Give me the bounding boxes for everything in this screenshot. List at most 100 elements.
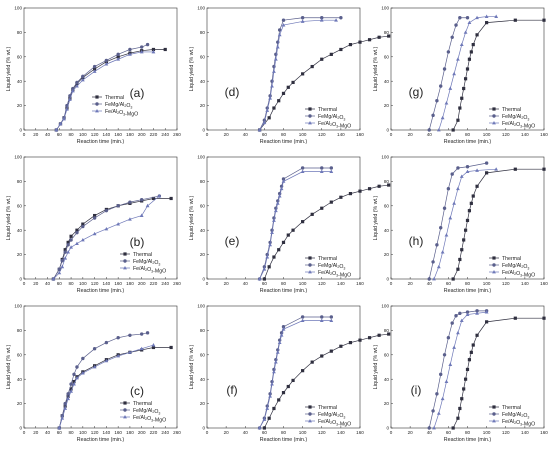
plot-frame: [23, 305, 178, 429]
panel-label: (e): [225, 234, 240, 248]
triangle-marker: [463, 30, 468, 34]
square-marker: [301, 369, 305, 373]
legend-text-part: 2: [521, 414, 523, 418]
triangle-marker: [268, 242, 273, 247]
y-tick-label: 20: [17, 401, 23, 406]
series-line-2: [58, 344, 154, 429]
square-marker: [377, 184, 381, 188]
triangle-marker: [262, 417, 267, 421]
triangle-marker: [257, 277, 262, 281]
triangle-marker: [75, 84, 79, 88]
legend-text-part: -MgO: [522, 272, 535, 278]
legend-text-part: Fe/Al: [133, 266, 145, 272]
y-axis-title: Liquid yield (% wt.): [6, 47, 12, 92]
circle-marker: [492, 263, 496, 267]
square-marker: [308, 405, 312, 409]
y-axis-title: Liquid yield (% wt.): [189, 196, 195, 241]
triangle-marker: [270, 230, 274, 235]
y-tick-label: 0: [386, 277, 389, 282]
square-marker: [301, 220, 305, 224]
circle-marker: [446, 336, 451, 340]
triangle-marker: [436, 128, 441, 132]
x-axis-title: Reaction time (min.): [260, 437, 308, 443]
y-tick-label: 20: [17, 103, 23, 108]
triangle-marker: [268, 96, 273, 100]
x-tick-label: 140: [521, 430, 529, 435]
legend-text-part: O: [523, 413, 527, 419]
y-tick-label: 80: [200, 328, 206, 333]
circle-marker: [66, 392, 70, 396]
legend-text-part: -MgO: [153, 417, 166, 423]
triangle-marker: [275, 201, 280, 205]
circle-marker: [95, 102, 99, 106]
x-tick-label: 100: [79, 430, 87, 435]
legend-text-part: -MgO: [522, 421, 535, 427]
panel-a: 0 20 40 60 80 100 120 140 160 180 200 220 240 2600204…: [6, 6, 181, 145]
triangle-marker: [58, 121, 63, 126]
square-marker: [469, 201, 473, 205]
square-marker: [358, 40, 362, 44]
square-marker: [277, 398, 281, 402]
triangle-marker: [277, 194, 282, 198]
circle-marker: [116, 336, 120, 340]
triangle-marker: [104, 226, 109, 231]
triangle-marker: [494, 167, 499, 171]
x-tick-label: 40: [243, 430, 249, 435]
circle-marker: [123, 408, 127, 412]
triangle-marker: [80, 237, 85, 242]
x-tick-label: 120: [318, 430, 326, 435]
x-tick-label: 140: [103, 132, 111, 137]
circle-marker: [435, 243, 439, 247]
triangle-marker: [268, 394, 273, 398]
legend-text-part: 3: [343, 117, 345, 121]
legend-text-part: FeMg/Al: [318, 412, 337, 418]
legend-text-part: Thermal: [318, 256, 337, 262]
square-marker: [151, 345, 156, 350]
triangle-marker: [70, 88, 75, 93]
x-tick-label: 40: [243, 132, 249, 137]
legend-label: FeMg/Al2O3: [133, 259, 160, 267]
square-marker: [63, 404, 67, 408]
circle-marker: [320, 16, 324, 20]
triangle-marker: [459, 42, 464, 46]
square-marker: [286, 233, 290, 237]
square-marker: [116, 55, 120, 59]
x-axis-title: Reaction time (min.): [444, 288, 492, 294]
x-tick-label: 240: [161, 430, 169, 435]
legend-label: Fe/Al2O3-MgO: [502, 270, 535, 279]
triangle-marker: [272, 218, 276, 222]
circle-marker: [450, 172, 454, 176]
triangle-marker: [157, 194, 162, 198]
x-tick-label: 40: [45, 281, 51, 286]
triangle-marker: [272, 369, 276, 374]
plot-frame: [23, 7, 178, 131]
circle-marker: [442, 353, 447, 357]
triangle-marker: [51, 277, 56, 281]
x-tick-label: 120: [502, 281, 510, 286]
square-marker: [458, 257, 462, 262]
triangle-marker: [275, 45, 280, 49]
square-marker: [348, 192, 353, 196]
x-tick-label: 100: [79, 281, 87, 286]
circle-marker: [475, 309, 479, 313]
y-tick-label: 100: [14, 155, 22, 160]
y-tick-label: 20: [384, 103, 390, 108]
legend-text-part: O: [126, 103, 130, 109]
x-tick-label: 180: [126, 281, 134, 286]
circle-marker: [81, 74, 85, 79]
legend-label: FeMg/Al2O3: [105, 102, 132, 110]
legend-text-part: 3: [158, 262, 160, 266]
square-marker: [485, 320, 489, 324]
square-marker: [485, 171, 489, 175]
legend-text-part: FeMg/Al: [502, 114, 521, 120]
triangle-marker: [281, 23, 286, 27]
y-axis-title: Liquid yield (% wt.): [189, 47, 195, 92]
legend-text-part: Fe/Al: [318, 121, 330, 127]
circle-marker: [329, 166, 334, 170]
triangle-marker: [265, 255, 270, 259]
x-tick-label: 0: [390, 430, 393, 435]
x-tick-label: 20: [33, 430, 39, 435]
square-marker: [281, 240, 286, 244]
triangle-marker: [456, 186, 460, 191]
triangle-marker: [272, 69, 276, 73]
